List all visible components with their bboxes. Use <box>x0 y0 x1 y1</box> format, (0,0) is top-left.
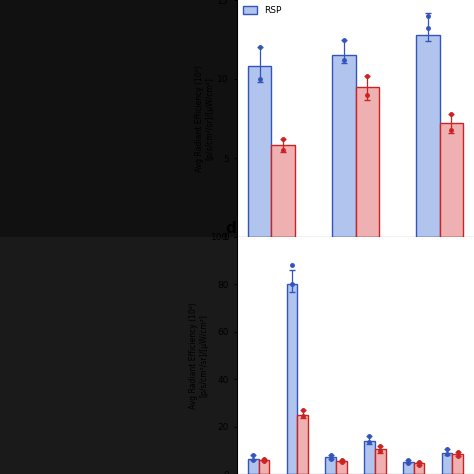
Bar <box>271 146 295 237</box>
Bar <box>375 449 386 474</box>
Y-axis label: Avg Radiant Efficiency (10⁸)
[p/s/cm²/sr]/[µW/cm²]: Avg Radiant Efficiency (10⁸) [p/s/cm²/sr… <box>189 302 209 409</box>
Y-axis label: Avg Radiant Efficiency (10⁶)
[p/s/cm²/sr]/[µW/cm²]: Avg Radiant Efficiency (10⁶) [p/s/cm²/sr… <box>195 65 214 172</box>
X-axis label: Time: Time <box>344 260 367 270</box>
Bar <box>259 460 270 474</box>
Bar <box>297 415 308 474</box>
Bar <box>414 464 425 474</box>
Bar <box>248 66 271 237</box>
Bar <box>452 454 463 474</box>
Bar <box>441 453 452 474</box>
Bar <box>286 284 297 474</box>
Bar <box>325 457 336 474</box>
Bar <box>364 441 375 474</box>
Bar <box>356 87 379 237</box>
Bar <box>336 461 347 474</box>
Bar <box>440 123 463 237</box>
Bar <box>403 462 414 474</box>
Legend: RSP: RSP <box>242 5 283 17</box>
Text: d: d <box>225 221 236 236</box>
Bar <box>248 459 259 474</box>
Bar <box>416 35 440 237</box>
Bar <box>332 55 356 237</box>
